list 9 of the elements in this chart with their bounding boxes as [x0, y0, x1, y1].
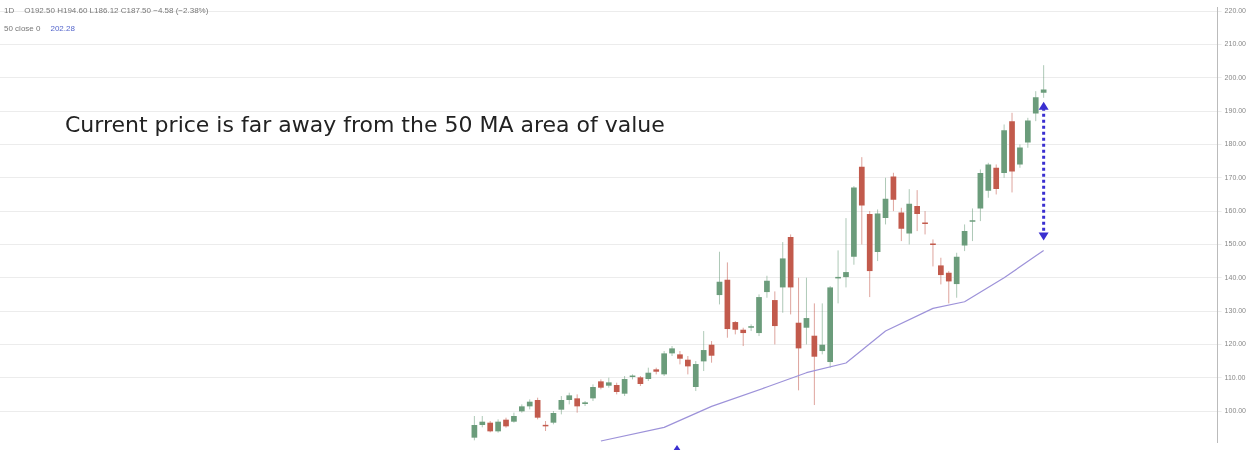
candlestick [677, 350, 683, 365]
annotation: 202.28 [50, 24, 75, 33]
annotation: Current price is far away from the 50 MA area of value [65, 112, 665, 137]
annotation: O192.50 H194.60 L186.12 C187.50 −4.58 (−2.38%) [24, 6, 209, 15]
candlestick [582, 400, 588, 407]
annotation: 50 close 0 [4, 24, 41, 33]
candlestick [669, 345, 675, 357]
candlestick [748, 323, 754, 332]
annotation: 1D [4, 6, 15, 15]
